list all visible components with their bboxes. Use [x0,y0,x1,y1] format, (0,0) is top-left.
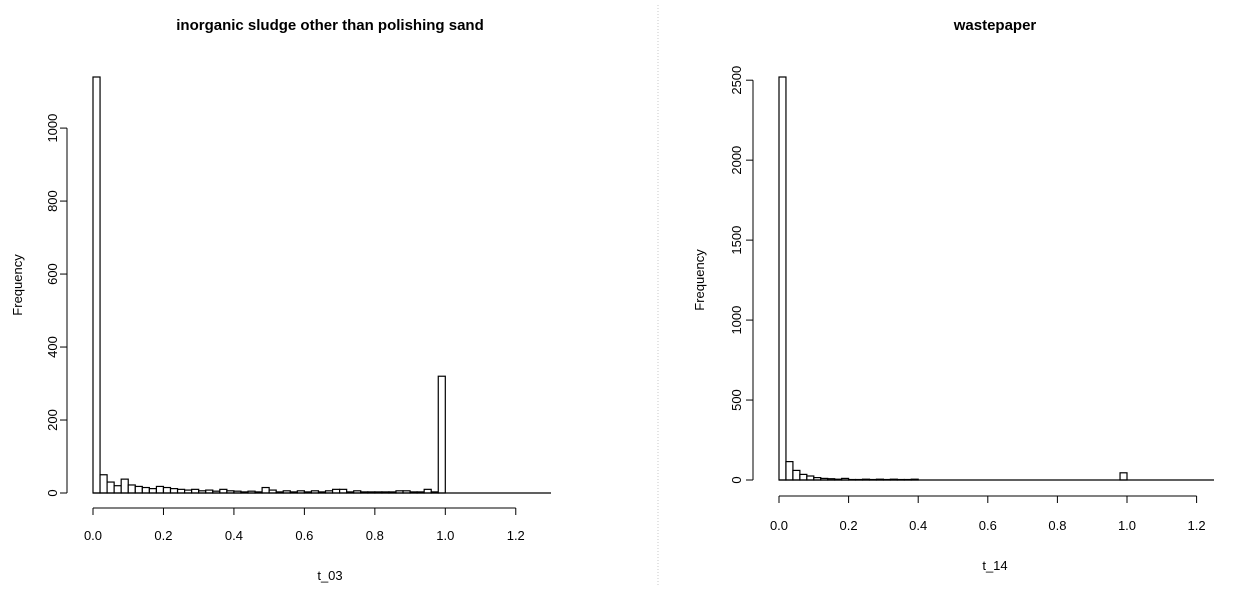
x-tick-label: 1.0 [436,528,454,543]
y-tick-label: 1500 [729,226,744,255]
histogram-bar [437,375,446,494]
x-tick-label: 0.2 [840,518,858,533]
histogram-bar [785,461,794,481]
histogram-bar [106,481,115,494]
y-axis-label: Frequency [10,254,25,316]
x-tick-label: 0.2 [154,528,172,543]
histogram-bar [261,486,270,494]
x-tick-label: 1.0 [1118,518,1136,533]
histogram-bar [148,488,158,494]
y-tick-label: 0 [729,476,744,483]
x-axis-label: t_03 [317,568,342,583]
x-tick-label: 0.0 [770,518,788,533]
y-tick-label: 600 [45,263,60,285]
histogram-bar [99,474,108,494]
histogram-bar [120,478,129,494]
y-tick-label: 200 [45,409,60,431]
y-tick-label: 1000 [729,306,744,335]
x-axis: 0.0 0.2 0.4 0.6 0.8 1.0 1.2 [84,507,525,543]
histogram-bar [134,485,143,494]
x-tick-label: 0.6 [979,518,997,533]
x-axis: 0.0 0.2 0.4 0.6 0.8 1.0 1.2 [770,495,1206,533]
x-tick-label: 0.4 [225,528,243,543]
y-tick-label: 800 [45,190,60,212]
y-tick-label: 0 [45,489,60,496]
x-tick-label: 1.2 [1188,518,1206,533]
y-tick-label: 500 [729,389,744,411]
histogram-bar [141,486,150,494]
x-tick-label: 0.6 [295,528,313,543]
chart-title: wastepaper [953,17,1037,34]
y-tick-label: 2000 [729,146,744,175]
histogram-bar [778,76,787,481]
x-tick-label: 1.2 [507,528,525,543]
y-axis: 0 500 1000 1500 2000 2500 [729,66,754,484]
y-axis-label: Frequency [692,249,707,311]
y-tick-label: 400 [45,336,60,358]
histogram-bar [792,469,801,481]
histogram-bar [169,488,179,494]
x-tick-label: 0.8 [1048,518,1066,533]
chart-title: inorganic sludge other than polishing sa… [176,17,484,34]
histogram-bar [799,473,808,481]
x-tick-label: 0.8 [366,528,384,543]
histogram-bar [155,485,165,494]
x-tick-label: 0.4 [909,518,927,533]
histogram-bar [92,76,101,494]
y-axis: 0 200 400 600 800 1000 [45,114,68,497]
y-tick-label: 2500 [729,66,744,95]
histogram-panel-2: wastepaper t_14 Frequency 0.0 0.2 0.4 0.6 0.… [692,17,1214,573]
histogram-bar [1119,472,1128,481]
histogram-panel-1: inorganic sludge other than polishing sa… [10,17,551,583]
x-axis-label: t_14 [982,558,1007,573]
histogram-bar [113,485,122,494]
bars [778,76,1214,481]
x-tick-label: 0.0 [84,528,102,543]
histogram-bar [127,484,136,494]
bars [92,76,551,494]
y-tick-label: 1000 [45,114,60,143]
histogram-bar [162,486,172,494]
